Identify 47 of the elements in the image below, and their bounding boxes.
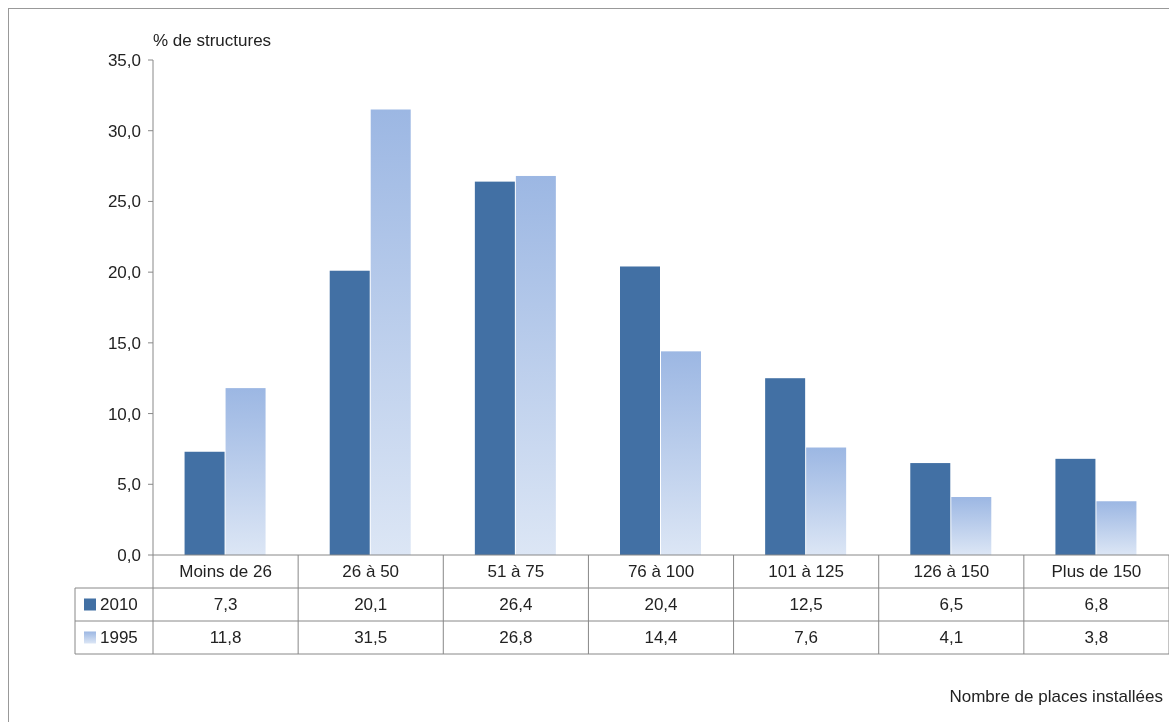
data-label: 11,8 xyxy=(209,628,242,648)
data-label: 6,8 xyxy=(1084,595,1109,615)
data-label: 14,4 xyxy=(644,628,678,648)
y-tick-label: 0,0 xyxy=(117,545,141,565)
x-tick-label: 76 à 100 xyxy=(627,562,695,582)
data-label: 20,1 xyxy=(354,595,388,615)
x-tick-label: Plus de 150 xyxy=(1051,562,1142,582)
x-tick-label: 26 à 50 xyxy=(342,562,400,582)
bar xyxy=(370,109,411,555)
x-tick-label: 51 à 75 xyxy=(487,562,545,582)
bar xyxy=(225,388,266,555)
bar xyxy=(1055,458,1096,555)
text: Nombre de places installées xyxy=(949,687,1163,706)
data-label: 3,8 xyxy=(1084,628,1109,648)
bar xyxy=(661,351,701,555)
bar xyxy=(951,497,992,555)
data-label: 31,5 xyxy=(354,628,388,648)
data-label: 12,5 xyxy=(789,595,823,615)
y-tick-label: 25,0 xyxy=(107,192,141,212)
y-axis-title: % de structures xyxy=(153,31,272,50)
data-label: 26,4 xyxy=(499,595,533,615)
x-tick-label: 101 à 125 xyxy=(768,562,844,582)
x-tick-label: 126 à 150 xyxy=(913,562,990,582)
data-label: 20,4 xyxy=(644,595,678,615)
bar xyxy=(1096,501,1137,555)
legend-label: 1995 xyxy=(100,628,138,648)
data-label: 7,6 xyxy=(794,628,818,648)
bar xyxy=(515,175,556,555)
bar xyxy=(474,181,515,555)
data-label: 7,3 xyxy=(213,595,238,615)
bar xyxy=(910,463,951,555)
y-tick-label: 35,0 xyxy=(107,50,141,70)
y-tick-label: 5,0 xyxy=(117,475,141,495)
bar xyxy=(765,378,806,555)
y-tick-label: 10,0 xyxy=(107,404,141,424)
legend-label: 2010 xyxy=(100,595,138,615)
x-tick-label: Moins de 26 xyxy=(179,562,272,582)
y-tick-label: 15,0 xyxy=(107,333,141,353)
bar xyxy=(184,451,225,555)
bar xyxy=(620,266,660,555)
y-tick-label: 20,0 xyxy=(107,263,141,283)
bar xyxy=(329,270,370,555)
data-label: 4,1 xyxy=(939,628,964,648)
y-tick-label: 30,0 xyxy=(107,121,141,141)
bar xyxy=(806,447,847,555)
data-label: 26,8 xyxy=(499,628,533,648)
data-label: 6,5 xyxy=(939,595,964,615)
